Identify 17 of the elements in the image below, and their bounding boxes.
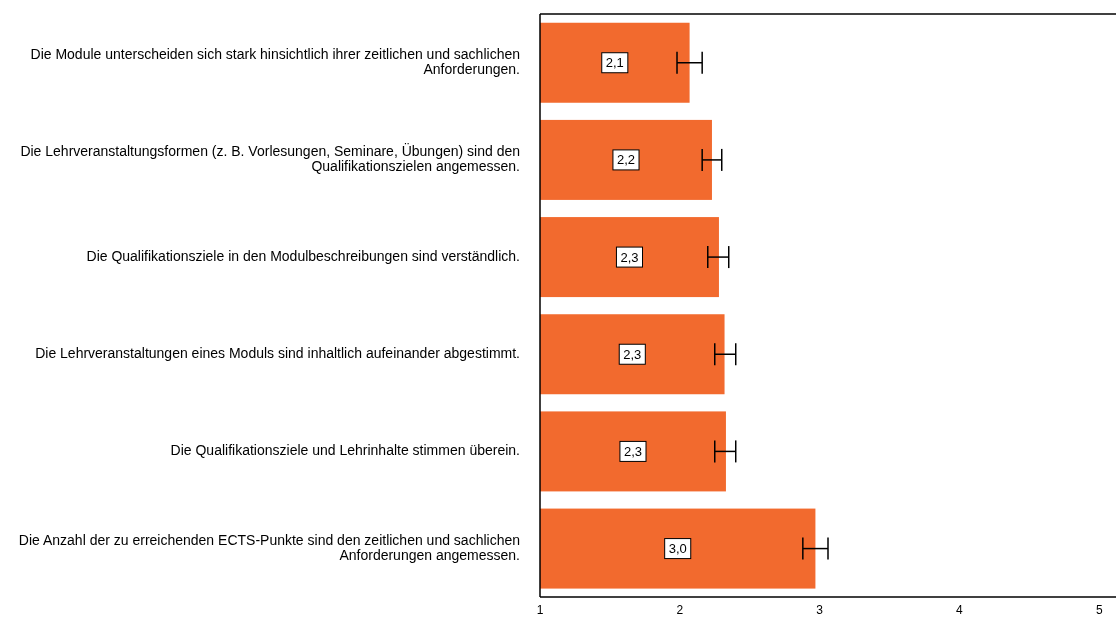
y-tick-label: Die Qualifikationsziele und Lehrinhalte stimmen überein. [170, 441, 520, 458]
x-tick-label: 5 [1095, 602, 1103, 617]
data-label: 2,3 [620, 249, 639, 265]
y-tick-label: Die Anzahl der zu erreichenden ECTS-Punkte sind den zeitlichen und sachlichen Anforderungen angemessen. [18, 531, 520, 563]
x-tick-label: 3 [816, 602, 824, 617]
y-tick-label: Die Lehrveranstaltungsformen (z. B. Vorlesungen, Seminare, Übungen) sind den Qualifikationszielen angemessen. [20, 141, 520, 174]
data-label: 2,3 [623, 443, 643, 459]
x-tick-label: 4 [956, 602, 964, 617]
data-label: 2,1 [605, 55, 624, 71]
x-tick-label: 2 [676, 602, 684, 617]
data-label: 3,0 [668, 541, 687, 557]
x-tick-label: 1 [536, 602, 544, 617]
data-label: 2,2 [616, 152, 636, 168]
y-tick-label: Die Lehrveranstaltungen eines Moduls sind inhaltlich aufeinander abgestimmt. [35, 344, 520, 361]
y-tick-label: Die Module unterscheiden sich stark hinsichtlich ihrer zeitlichen und sachlichen Anforderungen. [30, 45, 520, 77]
y-tick-label: Die Qualifikationsziele in den Modulbeschreibungen sind verständlich. [86, 247, 520, 264]
data-label: 2,3 [623, 346, 642, 362]
